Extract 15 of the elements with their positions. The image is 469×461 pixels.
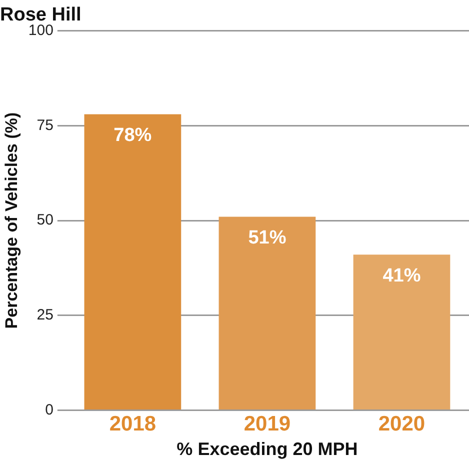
x-tick-label: 2019: [244, 412, 291, 436]
bar: [84, 114, 182, 410]
y-tick-label: 50: [36, 212, 54, 229]
x-tick-label: 2020: [378, 412, 426, 436]
y-axis-title: Percentage of Vehicles (%): [2, 112, 21, 329]
y-tick-label: 0: [45, 401, 54, 418]
data-label: 78%: [114, 125, 152, 146]
x-tick-label: 2018: [109, 412, 156, 436]
y-tick-label: 25: [36, 306, 54, 324]
bar: [218, 216, 316, 410]
data-label: 41%: [382, 265, 421, 286]
bar: [353, 254, 450, 410]
y-tick-label: 75: [36, 116, 54, 134]
data-label: 51%: [248, 227, 286, 248]
x-axis-title: % Exceeding 20 MPH: [176, 439, 358, 460]
